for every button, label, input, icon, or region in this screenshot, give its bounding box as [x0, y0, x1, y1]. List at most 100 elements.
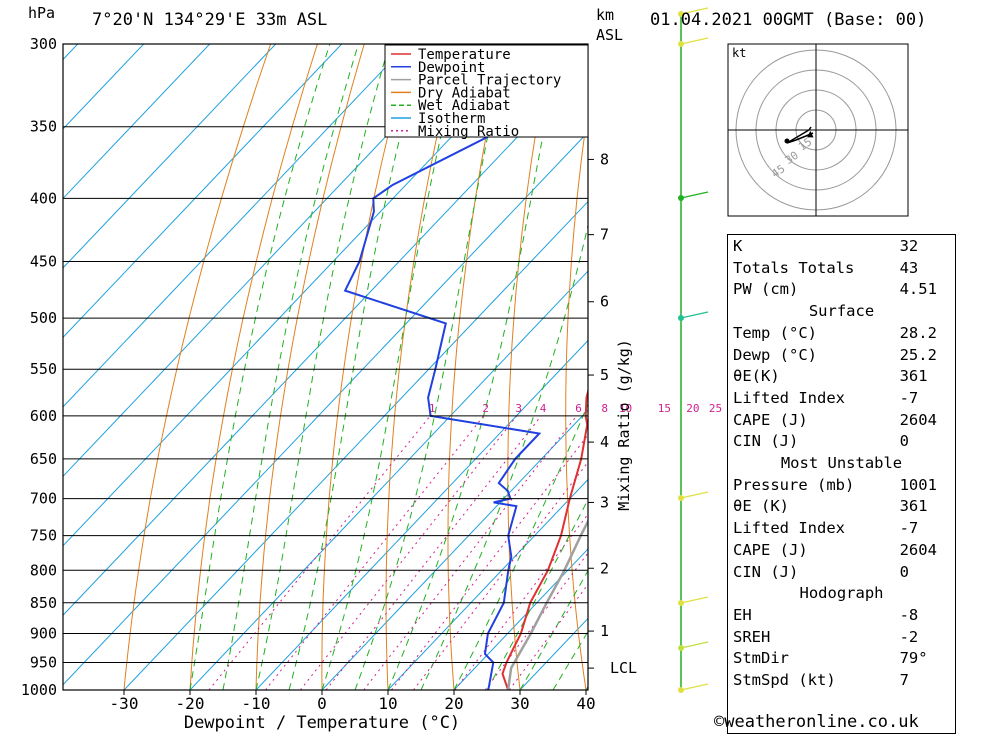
- hodograph-marker-icon: ▲: [807, 127, 814, 140]
- index-row-mu-theta-e: θE (K)361: [729, 496, 954, 518]
- x-tick-label: -20: [176, 694, 205, 713]
- wet-adiabat-line: [256, 44, 389, 690]
- pressure-tick-label: 850: [30, 594, 57, 612]
- isotherm-line: [0, 44, 408, 690]
- pressure-tick-label: 800: [30, 561, 57, 579]
- mixing-ratio-axis-label: Mixing Ratio (g/kg): [615, 339, 633, 511]
- mixing-ratio-label: 25: [709, 402, 722, 415]
- index-row-mu-cape: CAPE (J)2604: [729, 540, 954, 562]
- pressure-tick-label: 750: [30, 527, 57, 545]
- section-hodograph: Hodograph: [729, 583, 954, 605]
- x-tick-label: 0: [317, 694, 327, 713]
- km-tick-label: 3: [600, 493, 609, 511]
- index-row-pw: PW (cm)4.51: [729, 279, 954, 301]
- km-tick-label: 5: [600, 366, 609, 384]
- index-row-cape: CAPE (J)2604: [729, 410, 954, 432]
- mixing-ratio-label: 3: [515, 402, 522, 415]
- mixing-ratio-label: 20: [686, 402, 699, 415]
- km-tick-label: 4: [600, 433, 609, 451]
- pressure-tick-label: 550: [30, 360, 57, 378]
- km-tick-label: 7: [600, 226, 609, 244]
- isotherm-line: [0, 44, 540, 690]
- dry-adiabat-line: [676, 44, 718, 690]
- wind-barb-staff: [681, 597, 708, 603]
- km-tick-label: 6: [600, 293, 609, 311]
- x-tick-label: 30: [510, 694, 529, 713]
- index-row-sreh: SREH-2: [729, 627, 954, 649]
- plot-frame: [63, 44, 588, 690]
- x-tick-label: -10: [242, 694, 271, 713]
- dry-adiabat-line: [124, 44, 271, 690]
- datetime-title: 01.04.2021 00GMT (Base: 00): [650, 10, 926, 30]
- index-row-temp: Temp (°C)28.2: [729, 323, 954, 345]
- wet-adiabat-line: [223, 44, 358, 690]
- section-most-unstable: Most Unstable: [729, 453, 954, 475]
- pressure-tick-label: 650: [30, 450, 57, 468]
- pressure-tick-label: 450: [30, 253, 57, 271]
- pressure-tick-label: 600: [30, 407, 57, 425]
- index-row-theta-e: θE(K)361: [729, 366, 954, 388]
- pressure-tick-label: 950: [30, 653, 57, 671]
- wet-adiabat-line: [289, 44, 424, 690]
- wind-barb-staff: [681, 642, 708, 648]
- wind-barb-staff: [681, 684, 708, 690]
- index-row-eh: EH-8: [729, 605, 954, 627]
- km-tick-label: 2: [600, 559, 609, 577]
- hodograph-unit: kt: [732, 46, 746, 60]
- credit-text[interactable]: ©weatheronline.co.uk: [714, 712, 919, 732]
- pressure-tick-label: 400: [30, 189, 57, 207]
- index-row-mu-pressure: Pressure (mb)1001: [729, 475, 954, 497]
- pressure-tick-label: 350: [30, 118, 57, 136]
- pressure-tick-label: 300: [30, 35, 57, 53]
- mixing-ratio-label: 15: [658, 402, 671, 415]
- pressure-tick-label: 1000: [21, 681, 57, 699]
- wet-adiabat-line: [454, 44, 701, 690]
- wind-barb-staff: [681, 192, 708, 198]
- x-tick-label: -30: [110, 694, 139, 713]
- isotherm-line: [0, 44, 12, 690]
- index-row-mu-li: Lifted Index-7: [729, 518, 954, 540]
- wind-barb-staff: [681, 492, 708, 498]
- index-row-li: Lifted Index-7: [729, 388, 954, 410]
- x-tick-label: 20: [444, 694, 463, 713]
- section-surface: Surface: [729, 301, 954, 323]
- wind-barb-staff: [681, 312, 708, 318]
- wet-adiabat-line: [322, 44, 463, 690]
- index-row-stmspd: StmSpd (kt)7: [729, 670, 954, 692]
- isotherm-line: [124, 44, 738, 690]
- index-row-mu-cin: CIN (J)0: [729, 562, 954, 584]
- dry-adiabat-line: [322, 44, 411, 690]
- km-tick-label: LCL: [610, 659, 637, 677]
- isotherm-line: [0, 44, 474, 690]
- pressure-tick-label: 500: [30, 309, 57, 327]
- asl-unit-label: ASL: [596, 26, 623, 44]
- location-title: 7°20'N 134°29'E 33m ASL: [92, 10, 327, 30]
- legend-item-label: Mixing Ratio: [418, 124, 519, 140]
- isotherm-line: [190, 44, 804, 690]
- km-tick-label: 8: [600, 150, 609, 168]
- index-row-cin: CIN (J)0: [729, 431, 954, 453]
- isotherm-line: [0, 44, 144, 690]
- pressure-unit-label: hPa: [28, 4, 55, 22]
- x-tick-label: 40: [576, 694, 595, 713]
- km-tick-label: 1: [600, 622, 609, 640]
- mixing-ratio-label: 4: [540, 402, 547, 415]
- hodograph-storm-motion: [785, 139, 790, 144]
- index-row-dewp: Dewp (°C)25.2: [729, 345, 954, 367]
- mixing-ratio-label: 2: [482, 402, 489, 415]
- x-tick-label: 10: [378, 694, 397, 713]
- isotherm-line: [58, 44, 672, 690]
- mixing-ratio-label: 6: [575, 402, 582, 415]
- x-axis-label: Dewpoint / Temperature (°C): [184, 713, 460, 733]
- pressure-tick-label: 700: [30, 490, 57, 508]
- wind-barb-staff: [681, 38, 708, 44]
- dry-adiabat-line: [973, 44, 1000, 690]
- wet-adiabat-line: [421, 44, 626, 690]
- dry-adiabat-line: [508, 44, 552, 690]
